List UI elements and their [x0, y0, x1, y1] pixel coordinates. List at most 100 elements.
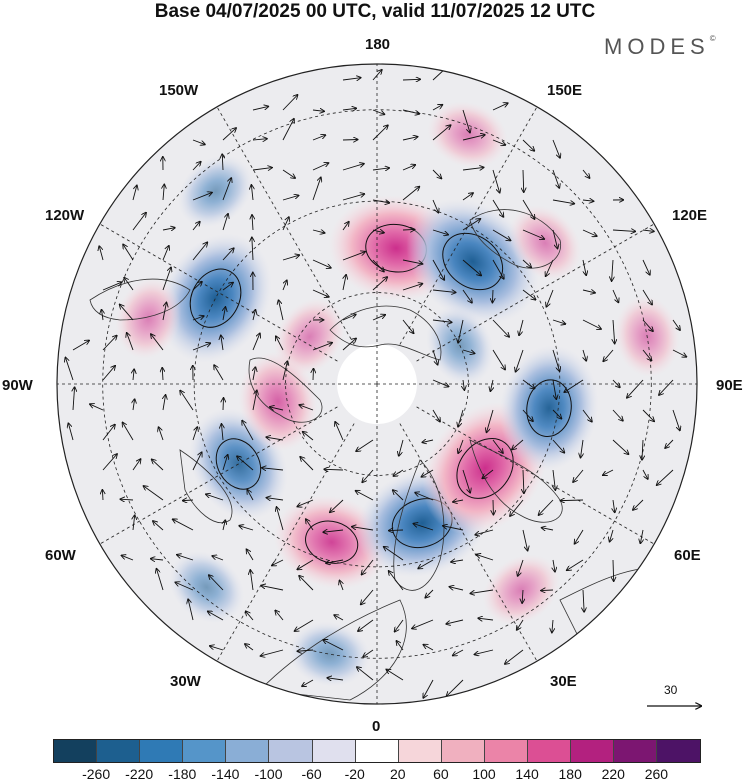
wind-arrow — [492, 139, 505, 145]
wind-arrow — [552, 619, 553, 632]
wind-arrow — [102, 425, 115, 441]
wind-arrow — [487, 409, 494, 432]
wind-arrow — [312, 343, 332, 351]
wind-arrow — [251, 185, 253, 201]
wind-arrow — [582, 259, 586, 275]
wind-arrow — [323, 640, 344, 651]
wind-arrow — [188, 599, 194, 621]
wind-arrow — [177, 555, 194, 561]
wind-arrow — [446, 619, 464, 624]
wind-arrow — [90, 404, 104, 411]
negative-anomaly — [177, 155, 254, 228]
wind-arrow — [418, 559, 434, 568]
wind-arrow — [462, 350, 474, 353]
wind-arrow — [451, 560, 464, 562]
positive-anomaly — [427, 101, 508, 169]
wind-arrow — [252, 333, 260, 351]
wind-arrow — [209, 575, 224, 591]
wind-arrow — [627, 379, 644, 398]
wind-arrow — [402, 259, 422, 264]
wind-arrow — [302, 679, 314, 686]
wind-arrow — [492, 169, 500, 193]
wind-arrow — [102, 310, 103, 321]
wind-arrow — [192, 222, 200, 231]
wind-arrow — [253, 310, 255, 321]
wind-arrow — [462, 193, 473, 201]
wind-arrow — [312, 259, 331, 268]
wind-arrow — [567, 559, 584, 570]
wind-arrow — [613, 319, 615, 343]
wind-arrow — [672, 349, 686, 357]
wind-arrow — [192, 242, 207, 261]
wind-arrow — [214, 365, 224, 381]
wind-arrow — [252, 168, 272, 170]
wind-arrow — [458, 319, 464, 343]
wind-arrow — [582, 200, 593, 201]
wind-arrow — [252, 215, 253, 231]
wind-arrow — [582, 319, 601, 329]
wind-arrow — [582, 409, 592, 422]
wind-arrow — [552, 169, 559, 188]
colorbar-segment — [312, 740, 356, 762]
lon-label-60w: 60W — [45, 547, 76, 564]
wind-arrow — [633, 499, 644, 510]
wind-arrow — [192, 282, 202, 291]
wind-arrow — [453, 500, 464, 502]
colorbar-tick-label: 100 — [472, 766, 496, 782]
wind-arrow — [492, 229, 510, 240]
wind-arrow — [402, 229, 415, 230]
wind-arrow — [162, 368, 163, 381]
wind-arrow — [389, 571, 404, 591]
wind-arrow — [282, 280, 287, 291]
colorbar-tick-label: -20 — [344, 766, 365, 782]
wind-arrow — [267, 498, 284, 500]
wind-arrow — [447, 679, 464, 696]
wind-arrow — [432, 320, 452, 322]
wind-arrow — [152, 459, 164, 471]
lon-label-120e: 120E — [672, 207, 708, 224]
wind-arrow — [102, 336, 117, 351]
wind-arrow — [175, 582, 194, 591]
colorbar-segment — [269, 740, 313, 762]
wind-arrow — [642, 409, 654, 421]
wind-arrow — [192, 452, 202, 471]
colorbar-tick-label: 140 — [515, 766, 539, 782]
wind-arrow — [396, 641, 404, 651]
wind-arrow — [522, 379, 534, 388]
negative-anomaly — [406, 198, 540, 325]
wind-arrow — [492, 319, 509, 337]
wind-arrow — [432, 290, 456, 292]
wind-arrow — [342, 222, 349, 231]
wind-arrow — [342, 78, 361, 80]
wind-arrow — [326, 559, 344, 563]
wind-arrow — [192, 162, 201, 171]
wind-arrow — [361, 589, 374, 604]
colorbar-segment — [54, 740, 98, 762]
latitude-circle — [102, 109, 652, 659]
negative-anomaly — [499, 345, 599, 472]
wind-arrow — [242, 421, 254, 441]
wind-arrow — [270, 407, 284, 410]
wind-arrow — [518, 559, 524, 576]
wind-arrow — [330, 499, 344, 512]
wind-arrow — [492, 439, 503, 453]
wind-arrow — [372, 168, 389, 170]
lon-label-30w: 30W — [170, 673, 201, 690]
wind-arrow — [133, 399, 135, 411]
wind-arrow — [102, 366, 115, 381]
brand-name: MODES — [604, 34, 710, 59]
wind-arrow — [422, 469, 434, 477]
wind-arrow — [541, 590, 554, 591]
wind-arrow — [342, 252, 365, 261]
wind-arrow — [362, 469, 374, 482]
wind-arrow — [102, 454, 117, 471]
wind-arrow — [151, 334, 164, 351]
wind-arrow — [123, 423, 134, 441]
wind-arrow — [192, 343, 210, 351]
wind-arrow — [564, 379, 584, 392]
wind-arrow — [642, 319, 653, 331]
wind-arrow — [122, 555, 134, 561]
wind-arrow — [490, 379, 493, 391]
meridian-line — [212, 98, 355, 345]
wind-arrow — [357, 667, 374, 681]
